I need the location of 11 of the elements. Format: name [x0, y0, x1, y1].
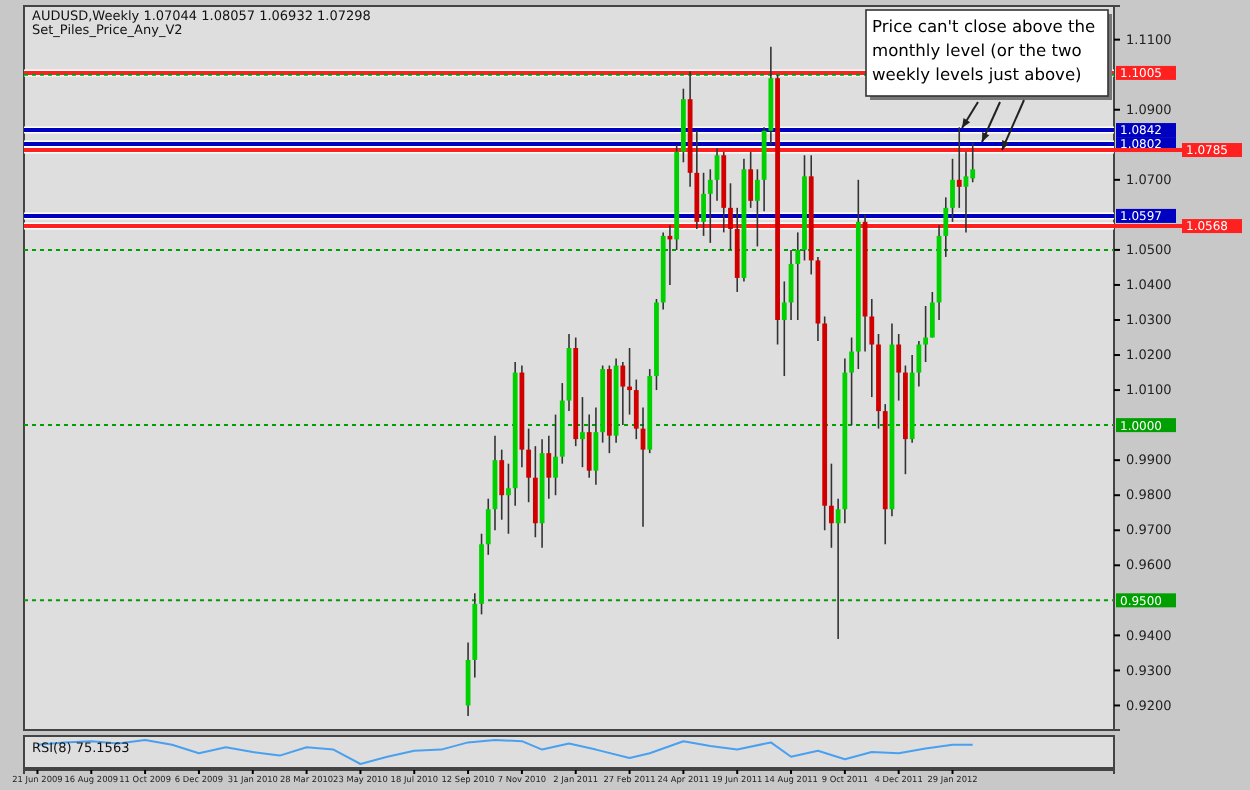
annotation: Price can't close above the monthly level (or the two weekly levels just above) — [872, 16, 1096, 84]
candlestick — [499, 448, 505, 521]
candlestick — [586, 413, 592, 479]
candlestick — [620, 361, 626, 426]
candlestick — [701, 172, 706, 237]
candlestick — [532, 445, 538, 539]
candlestick — [580, 396, 585, 468]
candlestick — [896, 333, 902, 402]
candlestick — [748, 150, 754, 209]
candlestick — [956, 126, 962, 209]
candlestick — [546, 434, 552, 500]
